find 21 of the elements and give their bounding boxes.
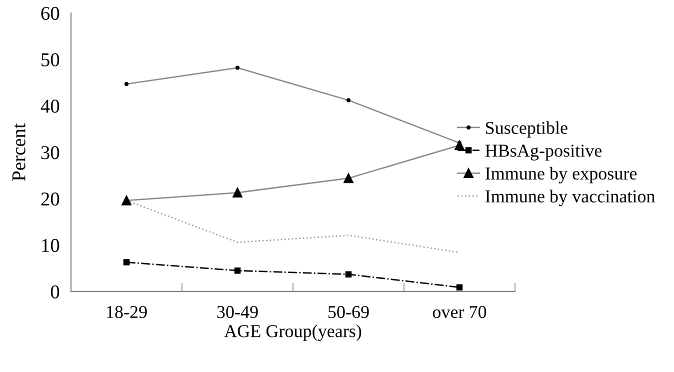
y-tick-label: 20 xyxy=(41,192,60,206)
point xyxy=(234,267,241,274)
legend-label: HBsAg-positive xyxy=(485,144,602,160)
y-axis-title: Percent xyxy=(12,123,26,181)
y-tick-label: 50 xyxy=(42,53,60,66)
y-tick-label: 60 xyxy=(41,6,60,20)
x-tick-label: 18-29 xyxy=(107,306,147,318)
y-tick-label: 0 xyxy=(50,285,60,298)
x-tick-label: 50-69 xyxy=(328,306,369,318)
point xyxy=(345,271,352,278)
legend-label: Immune by exposure xyxy=(485,166,637,184)
y-tick-label: 40 xyxy=(40,100,60,113)
x-axis-title: AGE Group(years) xyxy=(224,324,362,341)
point xyxy=(456,284,463,290)
legend-label: Immune by vaccination xyxy=(485,190,655,206)
x-tick-label: over 70 xyxy=(432,306,486,318)
y-tick-label: 10 xyxy=(42,238,60,252)
legend-label: Susceptible xyxy=(486,121,568,138)
point xyxy=(123,259,130,266)
y-tick-label: 30 xyxy=(41,146,60,160)
x-tick-label: 30-49 xyxy=(217,306,258,318)
